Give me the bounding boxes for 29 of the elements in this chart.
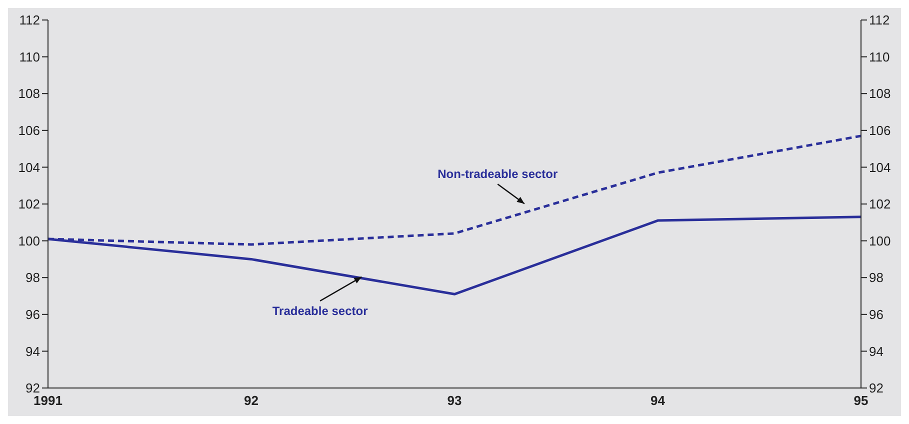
x-tick-label: 95: [854, 393, 868, 408]
y2-tick-label: 98: [869, 270, 884, 286]
y-tick-label: 112: [19, 12, 40, 28]
y2-tick-label: 106: [869, 123, 891, 138]
y-tick-label: 108: [18, 86, 40, 102]
y-tick-label: 98: [26, 270, 40, 286]
y-tick-label: 104: [18, 160, 40, 175]
y2-tick-label: 102: [869, 196, 891, 212]
y-tick-label: 106: [18, 123, 40, 138]
y2-tick-label: 100: [869, 233, 891, 248]
y2-tick-label: 92: [869, 380, 884, 396]
y-tick-label: 110: [19, 49, 40, 64]
y2-tick-label: 104: [869, 160, 891, 175]
y-tick-label: 100: [18, 233, 40, 248]
y-tick-label: 92: [26, 380, 40, 396]
y2-tick-label: 110: [869, 49, 890, 64]
y2-tick-label: 94: [869, 344, 884, 359]
x-tick-label: 94: [650, 393, 666, 408]
text: Tradeable sector: [272, 304, 368, 318]
y2-tick-label: 108: [869, 86, 891, 102]
x-tick-label: 92: [244, 393, 258, 408]
y-tick-label: 102: [18, 196, 40, 212]
y-tick-label: 94: [26, 344, 40, 359]
y2-tick-label: 96: [869, 307, 884, 322]
series-label: Non-tradeable sector: [438, 167, 558, 182]
x-tick-label: 93: [447, 393, 462, 408]
x-tick-label: 1991: [34, 393, 62, 408]
y-tick-label: 96: [26, 307, 40, 322]
y2-tick-label: 112: [869, 12, 890, 28]
